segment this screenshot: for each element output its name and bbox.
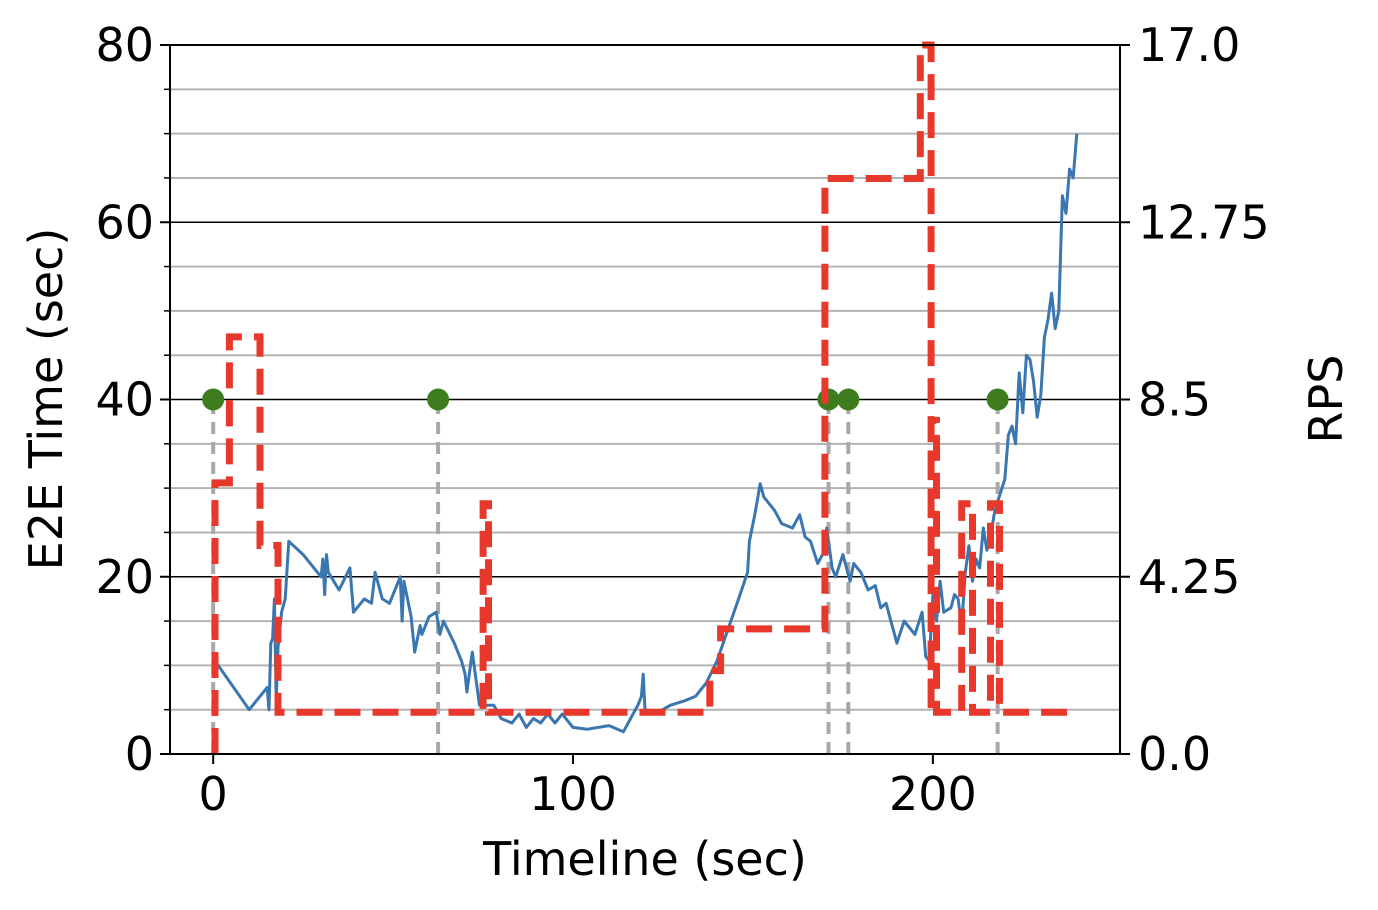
y2-tick-label: 8.5 <box>1138 373 1211 427</box>
y-tick-label: 40 <box>95 373 154 427</box>
event-marker <box>817 388 840 411</box>
x-tick-label: 200 <box>889 767 977 821</box>
y2-tick-label: 17.0 <box>1138 18 1240 72</box>
y2-axis-title: RPS <box>1299 355 1353 444</box>
y-tick-label: 20 <box>95 550 154 604</box>
axis-ticks: 0 100 200 0 20 40 60 80 0.0 4.25 8.5 12.75 17.0 <box>95 18 1269 821</box>
event-marker <box>986 388 1009 411</box>
event-marker <box>427 388 450 411</box>
y-tick-label: 0 <box>125 727 154 781</box>
event-marker <box>837 388 860 411</box>
y2-tick-label: 12.75 <box>1138 195 1270 249</box>
event-marker <box>202 388 225 411</box>
x-axis-title: Timeline (sec) <box>482 832 807 886</box>
y-tick-label: 60 <box>95 195 154 249</box>
grid <box>170 44 1120 755</box>
rps-line <box>211 41 1077 754</box>
y-axis-title: E2E Time (sec) <box>19 228 73 571</box>
x-tick-label: 0 <box>199 767 228 821</box>
event-markers <box>202 388 1009 754</box>
rps-series <box>211 41 1077 754</box>
y2-tick-label: 0.0 <box>1138 727 1211 781</box>
x-tick-label: 100 <box>529 767 617 821</box>
y-tick-label: 80 <box>95 18 154 72</box>
y2-tick-label: 4.25 <box>1138 550 1240 604</box>
